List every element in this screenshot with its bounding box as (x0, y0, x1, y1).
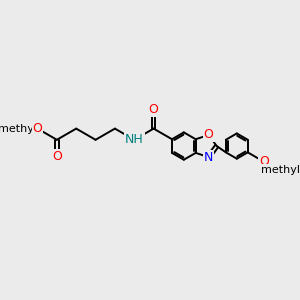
Text: NH: NH (125, 133, 144, 146)
Text: O: O (259, 155, 269, 168)
Text: O: O (52, 150, 62, 163)
Text: O: O (204, 128, 214, 142)
Text: O: O (33, 122, 42, 135)
Text: O: O (149, 103, 158, 116)
Text: N: N (204, 151, 213, 164)
Text: methyl: methyl (261, 165, 300, 175)
Text: methyl: methyl (0, 124, 38, 134)
